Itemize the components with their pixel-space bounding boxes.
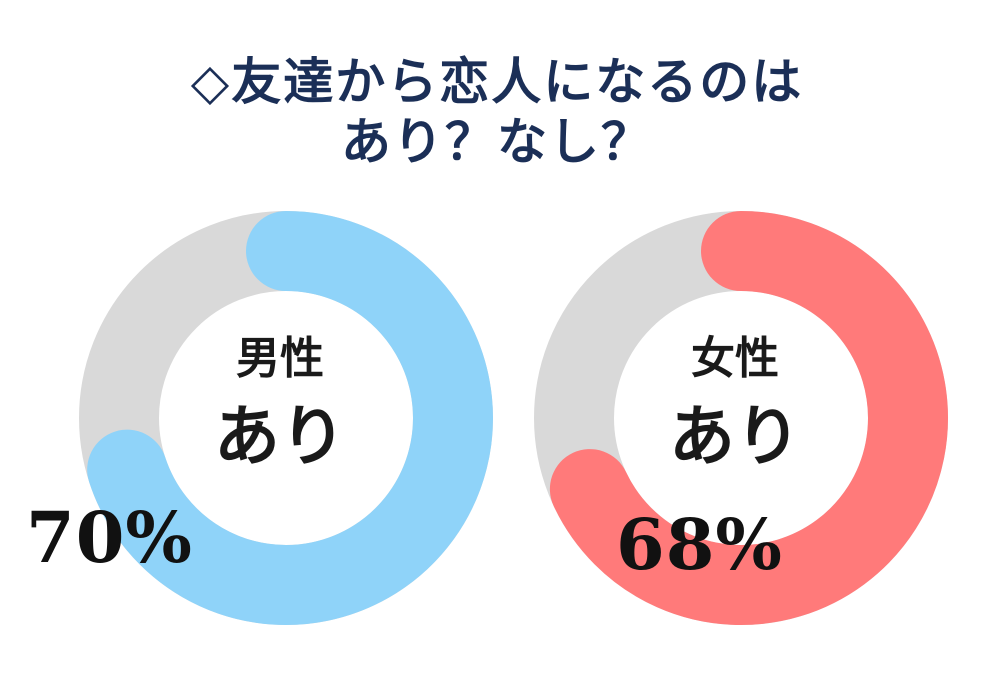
donut-value-arc-male bbox=[87, 211, 493, 625]
chart-title-line-2: あり？なし？ bbox=[341, 113, 653, 171]
percentage-label-male: 70% bbox=[26, 496, 193, 579]
gender-label-female: 女性 bbox=[691, 333, 779, 384]
answer-label-male: あり bbox=[214, 398, 346, 475]
percentage-label-female: 68% bbox=[616, 503, 783, 586]
gender-label-male: 男性 bbox=[236, 333, 324, 384]
answer-label-female: あり bbox=[669, 398, 801, 475]
male-center-label: 男性 あり bbox=[190, 333, 370, 475]
donut-value-arc-female bbox=[549, 211, 948, 625]
donut-chart-male bbox=[79, 211, 493, 625]
chart-title-line-1: ◇友達から恋人になるのは bbox=[190, 53, 804, 111]
chart-title: ◇友達から恋人になるのは あり？なし？ bbox=[0, 52, 994, 172]
donut-chart-female bbox=[534, 211, 948, 625]
female-center-label: 女性 あり bbox=[645, 333, 825, 475]
